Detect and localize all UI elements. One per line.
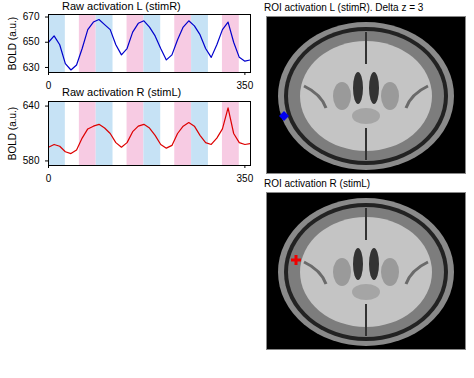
html-text:Raw activation L (stimR): Raw activation L (stimR) — [62, 0, 181, 12]
svg-text:630: 630 — [23, 62, 40, 73]
svg-text:650: 650 — [23, 36, 40, 47]
html-text:Raw activation R (stimL): Raw activation R (stimL) — [62, 86, 182, 98]
svg-text:BOLD (a.u.): BOLD (a.u.) — [7, 107, 18, 160]
svg-text:670: 670 — [23, 11, 40, 22]
svg-text:0: 0 — [46, 80, 52, 90]
svg-text:640: 640 — [23, 100, 40, 111]
html-text:ROI activation L (stimR). Delt: ROI activation L (stimR). Delta z = 3 — [264, 2, 424, 13]
html-text:ROI activation R (stimL): ROI activation R (stimL) — [264, 178, 371, 189]
svg-text:BOLD (a.u.): BOLD (a.u.) — [7, 17, 18, 70]
svg-text:350: 350 — [237, 173, 254, 183]
svg-text:580: 580 — [23, 155, 40, 166]
svg-text:0: 0 — [46, 173, 52, 183]
svg-text:350: 350 — [237, 80, 254, 90]
